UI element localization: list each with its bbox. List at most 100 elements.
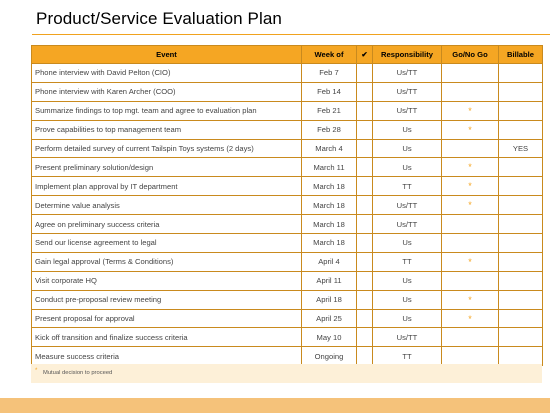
cell-event: Agree on preliminary success criteria [31,214,302,235]
cell-check [356,289,373,310]
cell-billable [498,214,543,235]
cell-event: Present preliminary solution/design [31,157,302,178]
cell-billable [498,176,543,197]
footnote-mark: * [35,368,38,374]
cell-week-of: Feb 14 [301,81,357,102]
cell-week-of: Feb 28 [301,119,357,140]
header-week-of: Week of [301,45,357,64]
cell-week-of: Ongoing [301,346,357,367]
cell-responsibility: Us [372,138,442,159]
cell-go-no-go [441,270,499,291]
cell-event: Phone interview with Karen Archer (COO) [31,81,302,102]
evaluation-plan-table: Event Week of ✔ Responsibility Go/No Go … [31,45,543,367]
cell-check [356,308,373,329]
cell-event: Determine value analysis [31,195,302,216]
footnote-text: Mutual decision to proceed [43,370,113,376]
cell-billable [498,119,543,140]
cell-event: Present proposal for approval [31,308,302,329]
bottom-band [0,398,550,413]
cell-go-no-go: * [441,251,499,272]
cell-billable [498,270,543,291]
cell-event: Perform detailed survey of current Tails… [31,138,302,159]
cell-go-no-go: * [441,119,499,140]
cell-check [356,63,373,83]
header-check: ✔ [356,45,373,64]
cell-event: Conduct pre-proposal review meeting [31,289,302,310]
cell-responsibility: TT [372,346,442,367]
cell-week-of: March 18 [301,176,357,197]
cell-responsibility: Us/TT [372,195,442,216]
cell-week-of: Feb 7 [301,63,357,83]
table-row: Determine value analysis March 18 Us/TT * [31,195,543,216]
cell-billable: YES [498,138,543,159]
cell-responsibility: Us/TT [372,81,442,102]
cell-event: Visit corporate HQ [31,270,302,291]
cell-event: Implement plan approval by IT department [31,176,302,197]
cell-go-no-go [441,327,499,348]
cell-week-of: March 11 [301,157,357,178]
page-title: Product/Service Evaluation Plan [36,9,282,28]
table-row: Agree on preliminary success criteria Mar… [31,214,543,235]
cell-check [356,270,373,291]
cell-check [356,195,373,216]
cell-billable [498,63,543,83]
cell-check [356,157,373,178]
cell-go-no-go: * [441,195,499,216]
footnote: * Mutual decision to proceed [31,364,542,383]
cell-week-of: March 18 [301,195,357,216]
table-row: Phone interview with Karen Archer (COO) F… [31,81,543,102]
cell-responsibility: Us/TT [372,214,442,235]
cell-check [356,100,373,121]
cell-go-no-go [441,233,499,253]
cell-check [356,81,373,102]
table-row: Gain legal approval (Terms & Conditions)… [31,251,543,272]
cell-event: Summarize findings to top mgt. team and … [31,100,302,121]
header-billable: Billable [498,45,543,64]
cell-check [356,138,373,159]
cell-week-of: March 18 [301,214,357,235]
cell-billable [498,100,543,121]
cell-go-no-go: * [441,100,499,121]
table-row: Present proposal for approval April 25 Us * [31,308,543,329]
cell-check [356,346,373,367]
cell-event: Send our license agreement to legal [31,233,302,253]
cell-go-no-go: * [441,308,499,329]
table-row: Measure success criteria Ongoing TT [31,346,543,367]
cell-week-of: May 10 [301,327,357,348]
cell-week-of: April 25 [301,308,357,329]
cell-responsibility: Us/TT [372,63,442,83]
cell-responsibility: Us [372,119,442,140]
cell-week-of: March 4 [301,138,357,159]
table-row: Visit corporate HQ April 11 Us [31,270,543,291]
cell-check [356,233,373,253]
cell-billable [498,327,543,348]
cell-billable [498,233,543,253]
table-row: Summarize findings to top mgt. team and … [31,100,543,121]
header-responsibility: Responsibility [372,45,442,64]
cell-check [356,327,373,348]
cell-billable [498,157,543,178]
cell-billable [498,289,543,310]
cell-event: Measure success criteria [31,346,302,367]
cell-check [356,119,373,140]
cell-week-of: April 18 [301,289,357,310]
cell-check [356,176,373,197]
cell-go-no-go [441,81,499,102]
cell-week-of: March 18 [301,233,357,253]
table-row: Conduct pre-proposal review meeting April… [31,289,543,310]
cell-week-of: April 4 [301,251,357,272]
cell-event: Prove capabilities to top management tea… [31,119,302,140]
cell-go-no-go [441,138,499,159]
table-row: Kick off transition and finalize success… [31,327,543,348]
cell-go-no-go [441,63,499,83]
cell-week-of: April 11 [301,270,357,291]
header-event: Event [31,45,302,64]
table-body: Phone interview with David Pelton (CIO) F… [31,63,543,367]
cell-billable [498,81,543,102]
cell-event: Phone interview with David Pelton (CIO) [31,63,302,83]
cell-responsibility: Us/TT [372,100,442,121]
cell-responsibility: Us [372,308,442,329]
table-row: Phone interview with David Pelton (CIO) F… [31,63,543,83]
cell-week-of: Feb 21 [301,100,357,121]
cell-check [356,214,373,235]
